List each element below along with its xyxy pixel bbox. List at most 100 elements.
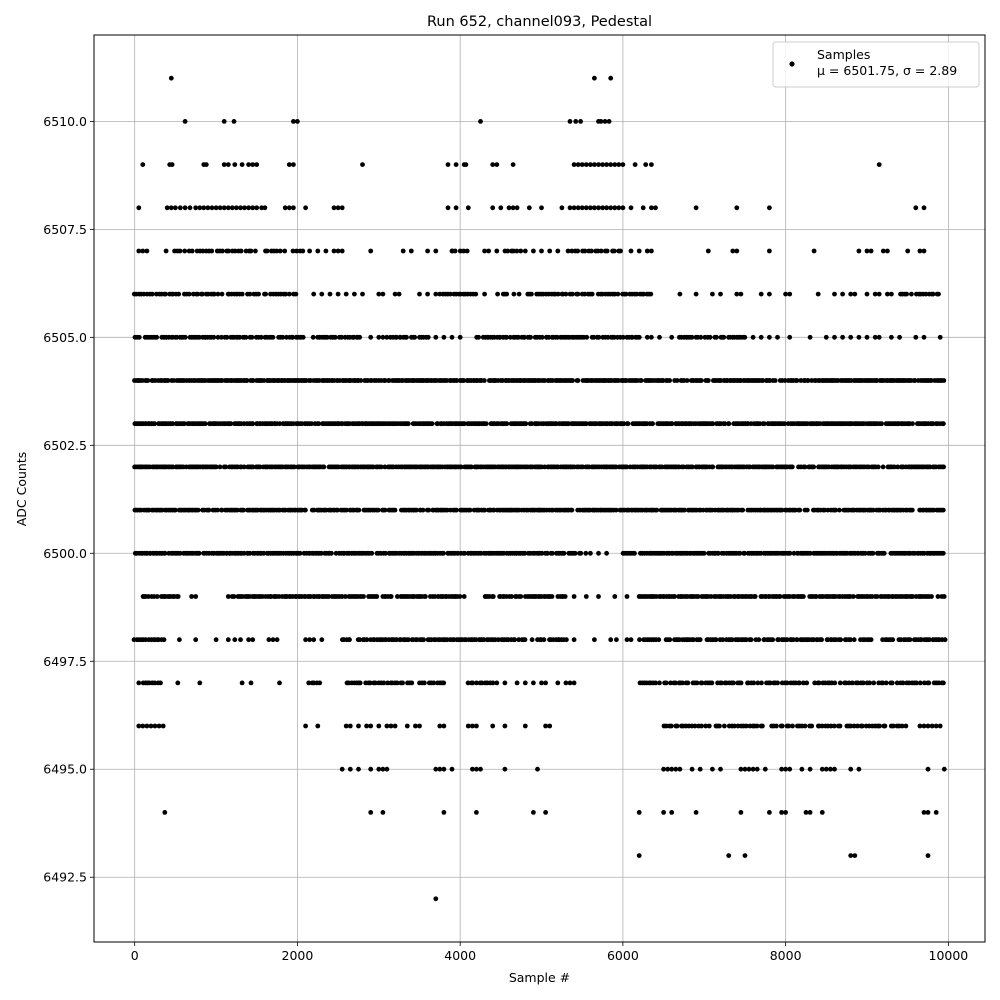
plot-frame: [93, 34, 986, 943]
data-point: [579, 205, 585, 211]
data-point: [909, 291, 914, 297]
data-point: [876, 291, 882, 297]
data-point: [433, 291, 439, 297]
data-point: [612, 162, 618, 168]
data-point: [543, 810, 548, 815]
data-point: [575, 162, 581, 168]
data-point: [784, 680, 790, 686]
data-point: [832, 291, 837, 297]
data-point: [831, 723, 837, 729]
data-point: [565, 248, 571, 254]
data-point: [454, 507, 459, 513]
data-point: [889, 334, 894, 340]
data-point: [692, 723, 698, 729]
data-point: [461, 248, 466, 254]
data-point: [518, 594, 524, 599]
data-point: [592, 162, 597, 168]
data-point: [193, 637, 199, 643]
data-point: [848, 334, 854, 340]
data-point: [457, 248, 463, 254]
data-point: [311, 507, 317, 513]
data-point: [758, 334, 764, 340]
data-point: [592, 75, 597, 81]
data-point: [894, 680, 900, 686]
data-point: [539, 550, 545, 556]
data-point: [575, 291, 581, 297]
data-point: [504, 291, 510, 297]
data-point: [605, 334, 611, 340]
data-point: [850, 680, 855, 686]
data-point: [927, 637, 932, 643]
data-point: [394, 680, 400, 686]
data-point: [547, 248, 553, 254]
data-point: [575, 248, 581, 254]
y-tick-label: 6500.0: [43, 546, 87, 561]
data-point: [177, 550, 183, 556]
data-point: [755, 680, 761, 686]
data-point: [868, 637, 874, 643]
data-point: [458, 464, 464, 470]
data-point: [136, 205, 142, 211]
data-point: [254, 205, 260, 211]
data-point: [604, 248, 610, 254]
data-point: [250, 378, 256, 383]
data-point: [673, 766, 679, 772]
data-point: [441, 810, 447, 815]
data-point: [244, 378, 250, 383]
data-point: [163, 291, 169, 297]
data-point: [885, 291, 890, 297]
data-point: [518, 248, 524, 254]
data-point: [624, 637, 630, 643]
data-point: [195, 291, 201, 297]
data-point: [674, 723, 680, 729]
data-point: [770, 637, 776, 643]
data-point: [226, 248, 231, 254]
data-point: [266, 637, 272, 643]
data-point: [804, 680, 810, 686]
data-point: [448, 291, 453, 297]
data-point: [649, 334, 654, 340]
data-point: [136, 680, 142, 686]
data-point: [277, 248, 283, 254]
data-point: [864, 334, 870, 340]
data-point: [516, 334, 521, 340]
data-point: [375, 507, 381, 513]
data-point: [303, 637, 308, 643]
data-point: [476, 334, 481, 340]
data-point: [832, 334, 837, 340]
data-point: [775, 334, 780, 340]
data-point: [933, 723, 939, 729]
chart-title: Run 652, channel093, Pedestal: [427, 14, 652, 30]
data-point: [940, 507, 946, 513]
data-point: [737, 550, 743, 556]
data-point: [512, 637, 518, 643]
data-point: [802, 723, 808, 729]
data-point: [775, 680, 780, 686]
data-point: [145, 378, 151, 383]
data-point: [674, 378, 680, 383]
data-point: [819, 637, 824, 643]
data-point: [246, 162, 252, 168]
data-point: [309, 421, 314, 427]
data-point: [250, 637, 256, 643]
data-point: [940, 550, 946, 556]
data-point: [182, 334, 188, 340]
data-point: [380, 334, 386, 340]
data-point: [231, 119, 237, 124]
data-point: [368, 810, 374, 815]
data-point: [598, 119, 604, 124]
data-point: [461, 594, 467, 599]
data-point: [890, 637, 896, 643]
data-point: [856, 766, 862, 772]
data-point: [787, 766, 793, 772]
data-point: [891, 464, 897, 470]
data-point: [636, 810, 642, 815]
data-point: [638, 378, 644, 383]
data-point: [777, 594, 783, 599]
data-point: [221, 162, 227, 168]
data-point: [404, 723, 410, 729]
data-point: [246, 637, 252, 643]
data-point: [474, 680, 479, 686]
data-point: [665, 766, 671, 772]
data-point: [225, 594, 231, 599]
